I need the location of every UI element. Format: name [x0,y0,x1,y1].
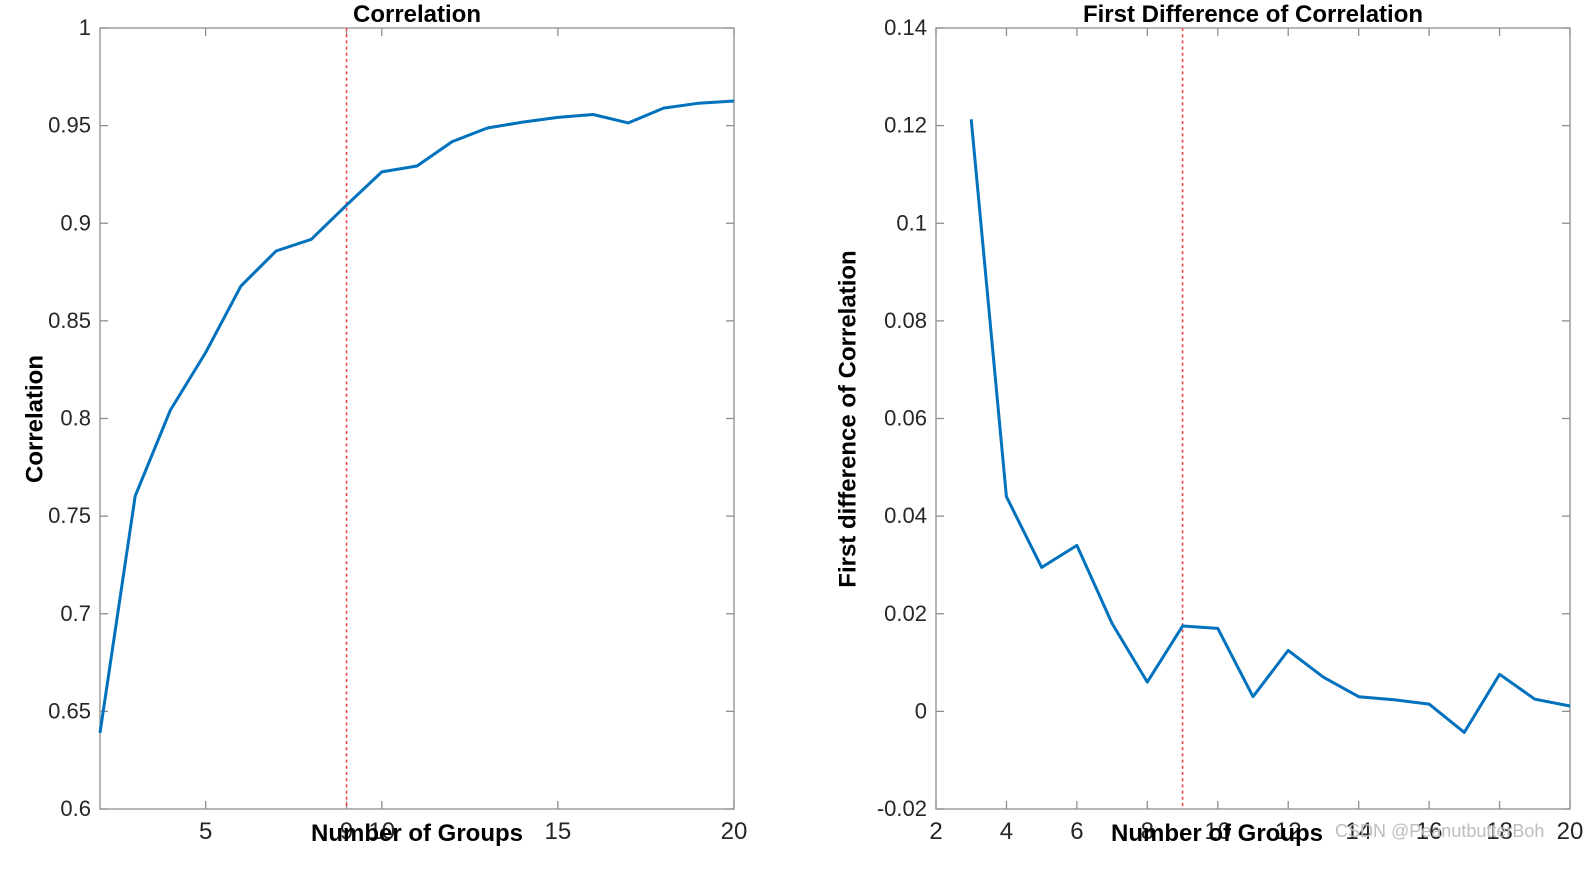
first-difference-data-line [969,119,1571,734]
first-difference-ytick-label: 0.08 [884,308,927,333]
first-difference-ytick-label: 0 [915,698,927,723]
first-difference-ytick-label: 0.06 [884,406,927,431]
first-difference-xtick-label: 18 [1486,818,1513,845]
first-difference-xtick-label: 6 [1070,818,1083,845]
first-difference-xtick-label: 12 [1275,818,1302,845]
first-difference-xtick-label: 16 [1416,818,1443,845]
correlation-ytick-label: 0.6 [60,796,91,821]
first-difference-plot-svg: 2 4 6 8 10 12 14 16 18 20 -0.02 0 0.02 0.04 0.06 0.08 0.… [877,15,1584,845]
correlation-xtick-label: 9 [340,818,353,845]
first-difference-xtick-label: 8 [1141,818,1154,845]
correlation-chart: 5 9 10 15 20 0.6 0.65 0.7 0.75 0.8 0.85 0.9 0.95 1 Co… [21,1,748,847]
correlation-xlabel: Number of Groups [310,820,523,847]
correlation-xtick-label: 20 [721,818,748,845]
correlation-ytick-label: 0.65 [48,698,91,723]
first-difference-axes-box [935,27,1571,810]
first-difference-ylabel: First difference of Correlation [834,250,862,588]
correlation-axes-box [99,27,735,810]
first-difference-ytick-label: -0.02 [877,796,927,821]
correlation-xtick-label: 15 [545,818,572,845]
correlation-ytick-label: 0.8 [60,406,91,431]
first-difference-xtick-label: 10 [1204,818,1231,845]
correlation-xtick-label: 5 [199,818,212,845]
first-difference-xtick-label: 20 [1557,818,1584,845]
first-difference-ytick-label: 0.14 [884,15,927,40]
correlation-data-line [98,99,735,734]
watermark: CSDN @PeanutbutterBoh [1335,821,1545,841]
correlation-ytick-label: 0.9 [60,210,91,235]
correlation-ylabel: Correlation [21,355,49,484]
correlation-plot-svg: 5 9 10 15 20 0.6 0.65 0.7 0.75 0.8 0.85 0.9 0.95 1 [48,15,748,845]
first-difference-xtick-label: 14 [1345,818,1372,845]
first-difference-ytick-label: 0.12 [884,113,927,138]
first-difference-chart: 2 4 6 8 10 12 14 16 18 20 -0.02 0 0.02 0.04 0.06 0.08 0.… [800,0,1593,870]
correlation-ytick-label: 0.75 [48,503,91,528]
correlation-ytick-label: 0.85 [48,308,91,333]
first-difference-ytick-label: 0.02 [884,601,927,626]
correlation-title: Correlation [352,1,481,28]
first-difference-ytick-label: 0.04 [884,503,927,528]
correlation-ytick-label: 0.7 [60,601,91,626]
first-difference-xlabel: Number of Groups [1110,820,1323,847]
first-difference-xtick-label: 4 [1000,818,1013,845]
correlation-xtick-label: 10 [368,818,395,845]
correlation-ytick-label: 0.95 [48,113,91,138]
first-difference-title: First Difference of Correlation [1082,1,1424,28]
correlation-ytick-label: 1 [79,15,91,40]
first-difference-xtick-label: 2 [929,818,942,845]
first-difference-ytick-label: 0.1 [896,210,927,235]
